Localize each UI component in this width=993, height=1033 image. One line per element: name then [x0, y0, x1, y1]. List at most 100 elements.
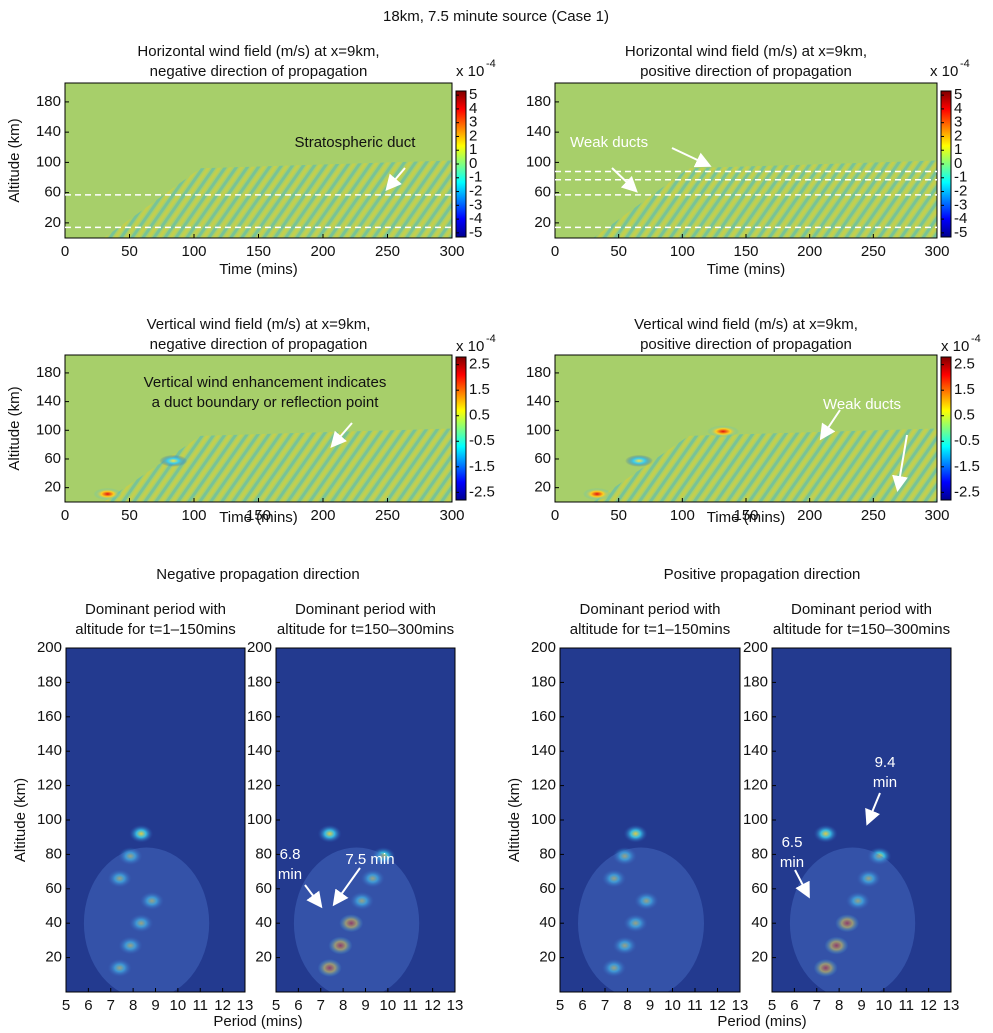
period-blob — [349, 891, 374, 910]
annotation-arrow — [304, 884, 323, 909]
period-blob — [317, 824, 342, 843]
annotation-arrow — [671, 147, 712, 168]
colorbar-label: x 10 — [930, 63, 958, 80]
colorbar-tick-label: -4 — [469, 210, 482, 227]
colorbar-tick-label: -0.5 — [469, 432, 495, 449]
heatmap-background — [772, 648, 951, 992]
colorbar-tick-label: 0.5 — [469, 407, 490, 424]
colorbar-tick-label: 5 — [469, 86, 477, 103]
period-blob — [317, 958, 342, 977]
colorbar-tick-label: 0 — [954, 155, 962, 172]
annotation: 7.5 min — [345, 851, 394, 868]
x-tick-label: 200 — [310, 243, 335, 260]
y-tick-label: 180 — [526, 93, 551, 110]
x-tick-label: 11 — [687, 997, 703, 1014]
colorbar-tick-label: -0.5 — [954, 432, 980, 449]
period-blob — [118, 936, 143, 955]
annotation: Stratospheric duct — [295, 134, 417, 151]
hotspot — [583, 488, 612, 500]
x-tick-label: 250 — [375, 507, 400, 524]
period-haze — [293, 847, 420, 992]
colorbar-tick-label: -3 — [469, 196, 482, 213]
y-tick-label: 20 — [45, 949, 62, 966]
x-tick-label: 8 — [623, 997, 631, 1014]
colorbar-tick-label: -4 — [954, 210, 967, 227]
period-blob — [118, 847, 143, 866]
hotspot — [93, 488, 122, 500]
y-tick-label: 160 — [37, 708, 62, 725]
y-tick-label: 120 — [531, 777, 556, 794]
colorbar-exponent: -4 — [486, 333, 496, 345]
colorbar-tick-label: -5 — [954, 224, 967, 241]
y-tick-label: 120 — [247, 777, 272, 794]
annotation: min — [873, 774, 897, 791]
x-tick-label: 9 — [646, 997, 654, 1014]
heatmap-texture — [578, 824, 704, 992]
panel-title: altitude for t=1–150mins — [75, 621, 236, 638]
y-tick-label: 80 — [255, 845, 272, 862]
x-tick-label: 5 — [62, 997, 70, 1014]
y-tick-label: 100 — [37, 811, 62, 828]
x-tick-label: 10 — [664, 997, 681, 1014]
panel-title: altitude for t=150–300mins — [277, 621, 454, 638]
x-tick-label: 100 — [670, 507, 695, 524]
heatmap-texture — [583, 425, 937, 502]
x-tick-label: 150 — [246, 507, 271, 524]
x-tick-label: 10 — [876, 997, 893, 1014]
y-tick-label: 80 — [539, 845, 556, 862]
y-axis-label: Altitude (km) — [12, 778, 29, 862]
colorbar-tick-label: -5 — [469, 224, 482, 241]
panel-title: Horizontal wind field (m/s) at x=9km, — [625, 43, 867, 60]
x-tick-label: 300 — [439, 243, 464, 260]
x-tick-label: 13 — [237, 997, 254, 1014]
annotation-arrow — [332, 867, 361, 907]
y-tick-label: 20 — [534, 479, 551, 496]
x-tick-label: 150 — [246, 243, 271, 260]
colorbar-tick-label: -1 — [954, 169, 967, 186]
colorbar-tick-label: 1.5 — [954, 381, 975, 398]
y-tick-label: 40 — [751, 914, 768, 931]
y-axis-label: Altitude (km) — [506, 778, 523, 862]
period-haze — [578, 847, 704, 992]
y-tick-label: 200 — [247, 639, 272, 656]
y-tick-label: 180 — [526, 364, 551, 381]
y-tick-label: 80 — [45, 845, 62, 862]
y-tick-label: 140 — [36, 393, 61, 410]
x-tick-label: 8 — [339, 997, 347, 1014]
y-tick-label: 160 — [531, 708, 556, 725]
panel-title: positive direction of propagation — [640, 63, 852, 80]
colorbar-tick-label: -1.5 — [954, 458, 980, 475]
colorbar-label: x 10 — [456, 63, 484, 80]
heatmap-texture — [789, 824, 916, 992]
y-tick-label: 140 — [526, 123, 551, 140]
period-blob — [371, 847, 396, 866]
x-tick-label: 7 — [601, 997, 609, 1014]
period-blob — [835, 914, 860, 933]
period-blob — [129, 914, 154, 933]
annotation: 9.4 — [875, 754, 896, 771]
y-tick-label: 20 — [44, 479, 61, 496]
x-tick-label: 200 — [310, 507, 335, 524]
y-tick-label: 20 — [534, 214, 551, 231]
y-tick-label: 20 — [751, 949, 768, 966]
annotation: 6.8 — [280, 846, 301, 863]
x-tick-label: 11 — [898, 997, 914, 1014]
x-tick-label: 7 — [813, 997, 821, 1014]
x-tick-label: 300 — [439, 507, 464, 524]
y-axis-label: Altitude (km) — [6, 118, 23, 202]
section-title: Positive propagation direction — [664, 566, 861, 583]
colorbar-tick-label: 1 — [469, 141, 477, 158]
y-tick-label: 180 — [36, 364, 61, 381]
panel-title: altitude for t=150–300mins — [773, 621, 950, 638]
y-tick-label: 60 — [45, 880, 62, 897]
y-tick-label: 20 — [44, 214, 61, 231]
y-tick-label: 100 — [526, 421, 551, 438]
colorbar-exponent: -4 — [960, 58, 970, 70]
panel-title: Dominant period with — [295, 601, 436, 618]
x-tick-label: 9 — [151, 997, 159, 1014]
hotspot — [159, 454, 188, 467]
x-tick-label: 6 — [790, 997, 798, 1014]
x-tick-label: 0 — [551, 507, 559, 524]
annotation: Vertical wind enhancement indicates — [144, 374, 387, 391]
